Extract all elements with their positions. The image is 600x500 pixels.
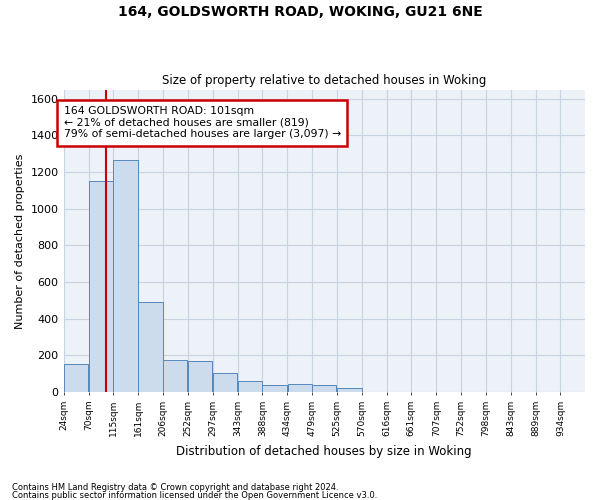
Bar [64,364,88,392]
Bar [312,385,337,392]
Bar [287,384,312,392]
Bar [163,360,187,392]
Text: 164, GOLDSWORTH ROAD, WOKING, GU21 6NE: 164, GOLDSWORTH ROAD, WOKING, GU21 6NE [118,5,482,19]
Bar [238,381,262,392]
X-axis label: Distribution of detached houses by size in Woking: Distribution of detached houses by size … [176,444,472,458]
Y-axis label: Number of detached properties: Number of detached properties [15,153,25,328]
Text: 164 GOLDSWORTH ROAD: 101sqm
← 21% of detached houses are smaller (819)
79% of se: 164 GOLDSWORTH ROAD: 101sqm ← 21% of det… [64,106,341,140]
Text: Contains HM Land Registry data © Crown copyright and database right 2024.: Contains HM Land Registry data © Crown c… [12,484,338,492]
Title: Size of property relative to detached houses in Woking: Size of property relative to detached ho… [162,74,487,87]
Bar [113,160,137,392]
Bar [89,182,113,392]
Bar [337,388,362,392]
Bar [213,373,237,392]
Text: Contains public sector information licensed under the Open Government Licence v3: Contains public sector information licen… [12,490,377,500]
Bar [139,302,163,392]
Bar [188,361,212,392]
Bar [262,385,287,392]
